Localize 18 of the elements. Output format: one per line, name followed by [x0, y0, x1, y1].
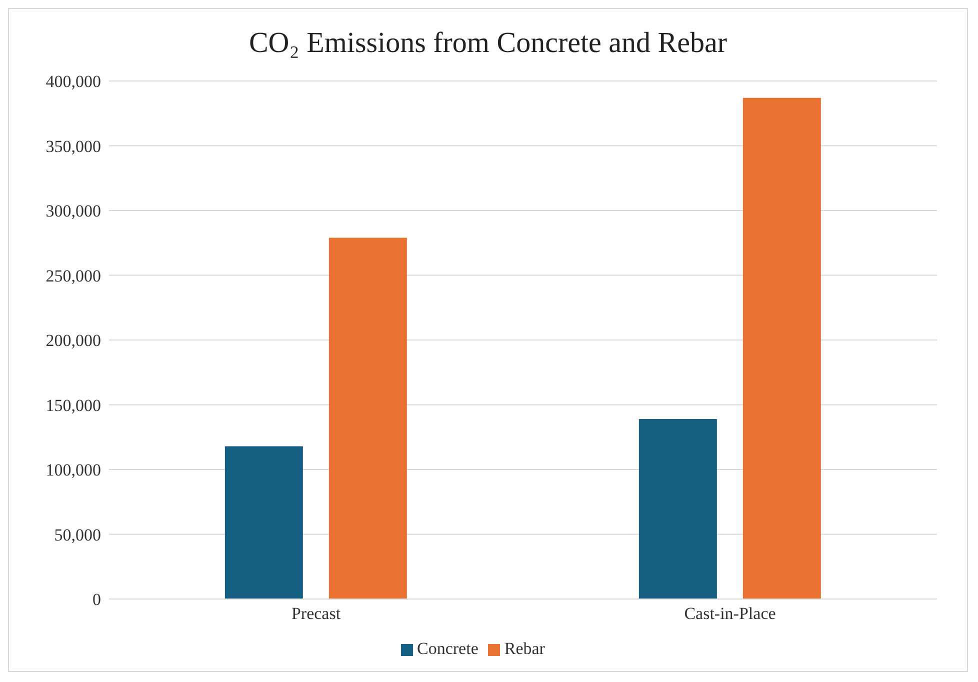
y-tick-label: 350,000	[46, 136, 101, 156]
y-tick-label: 150,000	[46, 396, 101, 415]
y-tick-label: 0	[92, 590, 101, 610]
legend-label: Concrete	[417, 639, 478, 658]
y-tick-label: 300,000	[46, 202, 101, 221]
y-tick-label: 100,000	[46, 460, 101, 480]
y-tick-label: 250,000	[46, 266, 101, 286]
bar	[742, 98, 821, 599]
chart-title: CO₂ Emissions from Concrete and Rebar	[248, 26, 728, 61]
bar	[224, 446, 303, 599]
bar	[638, 418, 717, 599]
legend-label: Rebar	[504, 639, 545, 658]
y-tick-label: 50,000	[54, 525, 101, 544]
x-tick-label: Precast	[291, 604, 341, 624]
x-tick-label: Cast-in-Place	[684, 604, 776, 624]
y-tick-label: 400,000	[46, 72, 101, 92]
y-tick-label: 200,000	[46, 331, 101, 350]
bar	[328, 238, 407, 599]
